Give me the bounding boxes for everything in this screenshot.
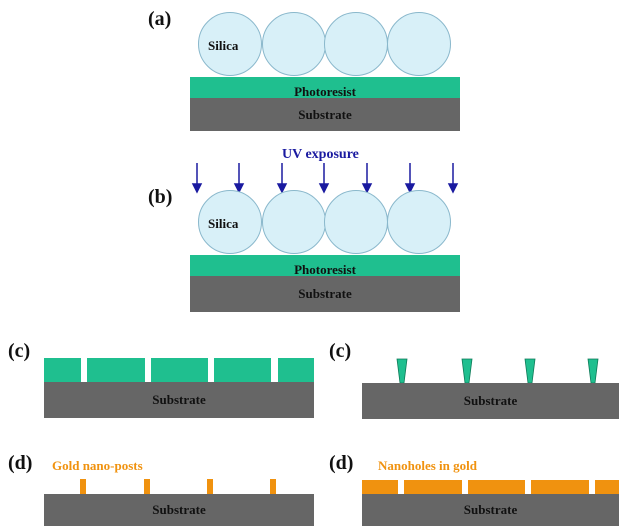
nanoholes-in-gold-label: Nanoholes in gold	[378, 458, 477, 473]
substrate-layer: Substrate	[362, 383, 619, 419]
silica-sphere	[387, 190, 451, 254]
silica-label: Silica	[208, 216, 239, 231]
panel-label-a: (a)	[148, 8, 172, 30]
photoresist-post	[396, 358, 408, 384]
photoresist-post	[524, 358, 536, 384]
gold-film-segment	[468, 480, 525, 494]
substrate-label: Substrate	[463, 502, 518, 517]
uv-exposure-label: UV exposure	[282, 147, 359, 162]
gold-post	[270, 479, 276, 494]
photoresist-block	[214, 358, 271, 382]
photoresist-post	[587, 358, 599, 384]
photoresist-label: Photoresist	[294, 262, 356, 277]
gold-film-segment	[404, 480, 462, 494]
substrate-layer: Substrate	[44, 382, 314, 418]
panel-label-d-right: (d)	[329, 452, 354, 474]
photoresist-block	[278, 358, 314, 382]
silica-sphere	[262, 12, 326, 76]
photoresist-block	[151, 358, 208, 382]
gold-film-segment	[362, 480, 398, 494]
substrate-layer: Substrate	[362, 494, 619, 526]
panel-label-c-left: (c)	[8, 340, 31, 362]
gold-post	[144, 479, 150, 494]
photoresist-post	[461, 358, 473, 384]
substrate-layer: Substrate	[190, 98, 460, 131]
gold-nano-posts-label: Gold nano-posts	[52, 458, 143, 473]
photoresist-block	[87, 358, 145, 382]
silica-sphere	[198, 12, 262, 76]
gold-post	[207, 479, 213, 494]
silica-sphere	[387, 12, 451, 76]
silica-sphere	[324, 190, 388, 254]
substrate-label: Substrate	[152, 392, 206, 407]
silica-sphere	[198, 190, 262, 254]
photoresist-layer: Photoresist	[190, 255, 460, 277]
photoresist-label: Photoresist	[294, 84, 356, 99]
substrate-label: Substrate	[298, 106, 352, 122]
panel-label-b: (b)	[148, 186, 173, 208]
silica-label: Silica	[208, 38, 239, 53]
photoresist-layer: Photoresist	[190, 77, 460, 99]
gold-film-segment	[595, 480, 619, 494]
substrate-label: Substrate	[298, 286, 352, 301]
substrate-layer: Substrate	[44, 494, 314, 526]
substrate-label: Substrate	[152, 502, 206, 517]
gold-post	[80, 479, 86, 494]
silica-sphere	[262, 190, 326, 254]
panel-label-d-left: (d)	[8, 452, 33, 474]
panel-label-c-right: (c)	[329, 340, 352, 362]
substrate-label: Substrate	[463, 393, 518, 408]
substrate-layer: Substrate	[190, 276, 460, 312]
photoresist-block	[44, 358, 81, 382]
gold-film-segment	[531, 480, 589, 494]
